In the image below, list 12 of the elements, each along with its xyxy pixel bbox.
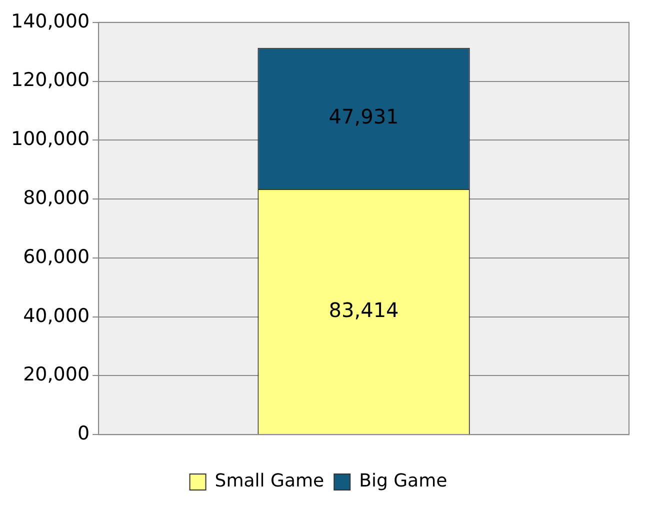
data-label: 47,931	[328, 104, 399, 129]
y-tick-label: 80,000	[23, 186, 90, 209]
y-tick-label: 120,000	[10, 69, 90, 92]
y-tick-label: 60,000	[23, 246, 90, 268]
y-tick-label: 40,000	[23, 304, 90, 327]
legend-label: Small Game	[214, 470, 324, 492]
data-label: 83,414	[328, 298, 399, 322]
y-tick-label: 20,000	[23, 364, 90, 386]
y-tick-label: 100,000	[10, 128, 90, 150]
y-tick-label: 140,000	[10, 10, 90, 32]
legend-label: Big Game	[359, 470, 448, 492]
y-tick-label: 0	[77, 422, 90, 445]
